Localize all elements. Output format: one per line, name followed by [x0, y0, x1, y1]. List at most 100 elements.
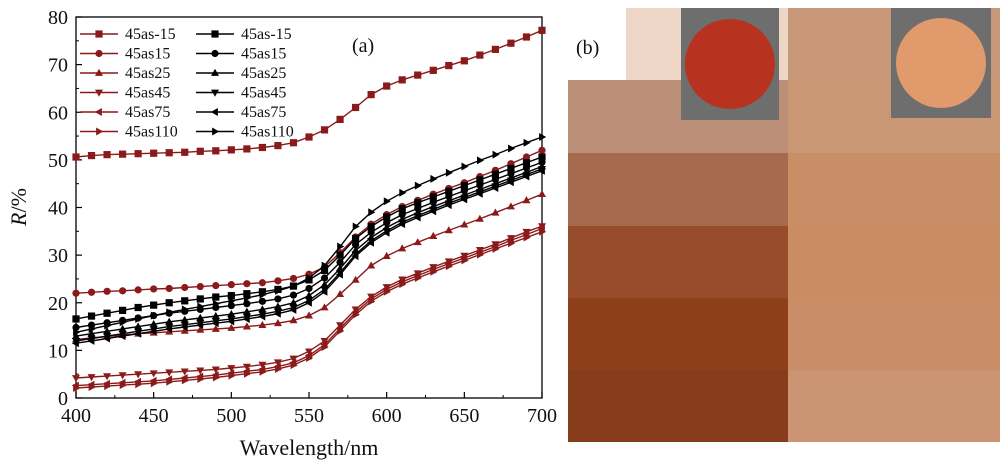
legend-entry: 45as25	[196, 65, 286, 82]
data-point	[134, 322, 143, 330]
swatch-left	[568, 226, 788, 298]
data-point	[305, 291, 313, 299]
data-point	[197, 374, 205, 383]
legend-label: 45as-15	[125, 26, 176, 43]
data-point	[538, 158, 546, 166]
data-point	[135, 314, 143, 323]
data-point	[165, 149, 173, 157]
data-point	[476, 176, 484, 184]
data-point	[180, 326, 189, 334]
data-point	[180, 315, 189, 323]
data-point	[243, 145, 251, 153]
data-point	[134, 371, 143, 379]
data-point	[87, 312, 96, 320]
data-point	[460, 57, 468, 65]
panel-b-label-box	[568, 8, 626, 80]
legend-label: 45as110	[125, 124, 178, 141]
data-point	[461, 162, 469, 171]
data-point	[103, 327, 112, 335]
data-point	[491, 175, 499, 184]
data-point	[383, 82, 391, 90]
data-point	[413, 213, 421, 222]
panel-b-color-swatches: (b)	[568, 8, 1000, 442]
y-tick-label: 10	[48, 340, 68, 362]
data-point	[522, 153, 531, 161]
data-point	[429, 231, 438, 239]
data-point	[258, 288, 266, 296]
data-point	[181, 376, 189, 385]
data-point	[398, 244, 407, 252]
data-point	[227, 292, 235, 300]
sample-photo-left	[681, 8, 779, 120]
series-red-45as25	[72, 189, 546, 343]
data-point	[445, 262, 453, 271]
sample-disc-right	[896, 18, 986, 108]
panel-label-b: (b)	[576, 37, 599, 59]
data-point	[460, 187, 468, 195]
data-point	[119, 287, 127, 295]
data-point	[212, 299, 220, 308]
data-point	[258, 279, 266, 287]
data-point	[102, 334, 110, 343]
data-point	[71, 339, 79, 348]
data-point	[460, 220, 469, 228]
swatch-left	[568, 298, 788, 370]
data-point	[227, 317, 235, 326]
series-black-45as110	[73, 133, 547, 337]
data-point	[491, 170, 499, 178]
data-point	[289, 298, 298, 306]
data-point	[72, 153, 80, 161]
data-point	[445, 187, 453, 195]
legend-marker	[211, 89, 219, 97]
data-point	[523, 233, 531, 242]
data-point	[445, 192, 453, 201]
legend-entry: 45as45	[196, 85, 286, 102]
data-point	[507, 39, 515, 47]
data-point	[491, 208, 500, 216]
legend-entry: 45as110	[196, 124, 294, 141]
legend-label: 45as15	[241, 46, 286, 63]
sample-photo-right	[891, 8, 991, 118]
data-point	[211, 366, 220, 374]
legend-marker	[212, 127, 220, 136]
data-point	[289, 316, 298, 324]
data-point	[414, 71, 422, 79]
data-point	[87, 329, 96, 337]
data-point	[539, 133, 547, 142]
x-tick-label: 500	[216, 405, 246, 427]
data-point	[352, 103, 360, 112]
data-point	[227, 365, 236, 373]
data-point	[366, 238, 375, 247]
series-red-45as-15	[72, 26, 546, 161]
data-point	[87, 151, 96, 160]
series-layer	[71, 26, 547, 392]
data-point	[461, 256, 469, 265]
data-point	[165, 324, 173, 333]
legend-marker	[94, 108, 102, 116]
data-point	[72, 289, 80, 297]
data-point	[382, 251, 391, 259]
legend-entry: 45as15	[196, 46, 286, 63]
data-point	[258, 305, 267, 313]
data-point	[306, 353, 314, 362]
data-point	[134, 150, 142, 158]
data-point	[150, 379, 158, 388]
data-point	[398, 205, 406, 213]
data-point	[337, 326, 345, 335]
data-point	[367, 222, 375, 231]
data-point	[134, 303, 142, 312]
data-point	[398, 220, 406, 229]
x-tick-label: 550	[294, 405, 324, 427]
data-point	[149, 327, 157, 336]
data-point	[87, 336, 95, 345]
data-point	[274, 295, 282, 303]
sample-disc-left	[685, 19, 775, 109]
legend-label: 45as110	[241, 124, 294, 141]
data-point	[414, 204, 422, 213]
panel-label-a: (a)	[352, 35, 374, 57]
x-tick-label: 650	[449, 405, 479, 427]
data-point	[445, 168, 453, 177]
data-point	[522, 33, 531, 41]
data-point	[243, 280, 251, 288]
